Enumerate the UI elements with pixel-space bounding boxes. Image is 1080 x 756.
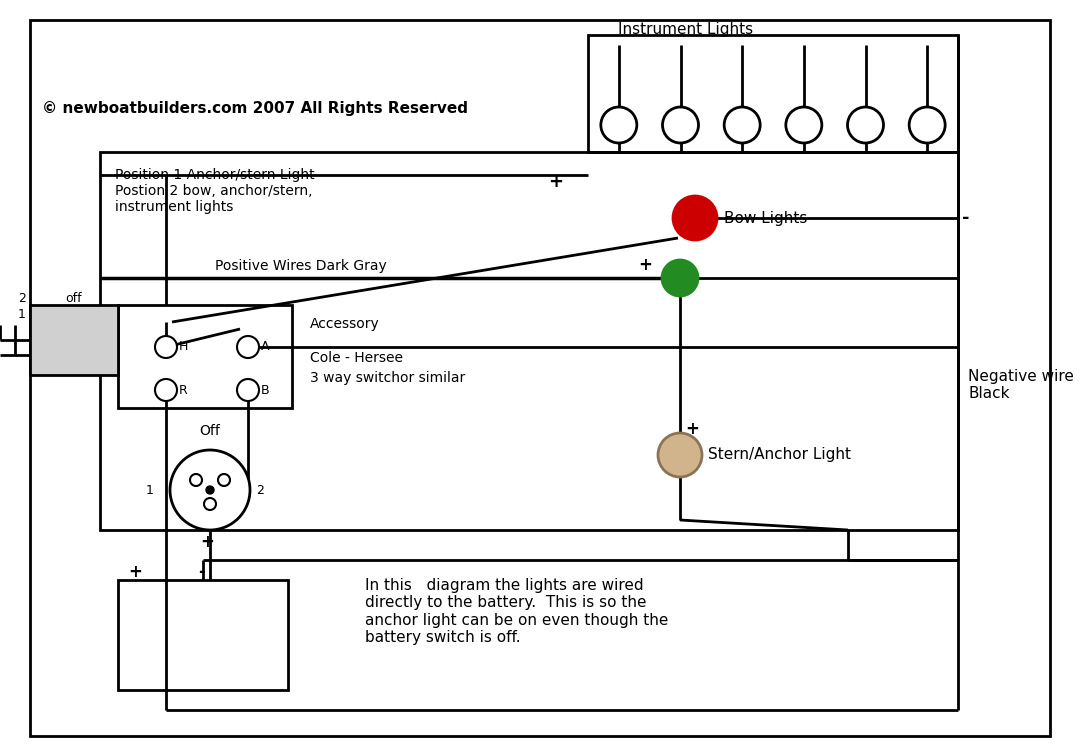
- Text: off: off: [65, 292, 82, 305]
- Circle shape: [725, 107, 760, 143]
- Circle shape: [204, 498, 216, 510]
- Circle shape: [662, 260, 698, 296]
- Text: 2: 2: [18, 292, 26, 305]
- Text: In this   diagram the lights are wired
directly to the battery.  This is so the
: In this diagram the lights are wired dir…: [365, 578, 669, 645]
- Text: or similar: or similar: [400, 371, 465, 385]
- Text: -: -: [198, 563, 205, 581]
- Text: Instrument Lights: Instrument Lights: [618, 22, 753, 37]
- Text: +: +: [200, 533, 214, 551]
- Circle shape: [848, 107, 883, 143]
- Bar: [588, 35, 958, 152]
- Circle shape: [218, 474, 230, 486]
- Text: Stern/Anchor Light: Stern/Anchor Light: [708, 448, 851, 463]
- Text: Accessory: Accessory: [310, 317, 380, 331]
- Circle shape: [673, 196, 717, 240]
- Text: +: +: [548, 173, 563, 191]
- Bar: [118, 305, 292, 408]
- Text: Negative wire
Black: Negative wire Black: [968, 369, 1074, 401]
- Text: 1: 1: [146, 484, 154, 497]
- Text: Off: Off: [200, 424, 220, 438]
- Circle shape: [662, 107, 699, 143]
- Text: Bow Lights: Bow Lights: [724, 210, 808, 225]
- Circle shape: [156, 379, 177, 401]
- Bar: [30, 305, 118, 375]
- Text: A: A: [261, 340, 270, 354]
- Text: Cole - Hersee: Cole - Hersee: [310, 351, 403, 365]
- Text: B: B: [261, 383, 270, 396]
- Text: Position 1 Anchor/stern Light
Postion 2 bow, anchor/stern,
instrument lights: Position 1 Anchor/stern Light Postion 2 …: [114, 168, 314, 215]
- Circle shape: [237, 379, 259, 401]
- Circle shape: [909, 107, 945, 143]
- Text: -: -: [962, 209, 970, 227]
- Text: +: +: [638, 256, 652, 274]
- Circle shape: [206, 486, 214, 494]
- Bar: [100, 152, 958, 530]
- Circle shape: [156, 336, 177, 358]
- Text: Positive Wires Dark Gray: Positive Wires Dark Gray: [215, 259, 387, 273]
- Bar: [118, 580, 288, 690]
- Text: 1: 1: [18, 308, 26, 321]
- Circle shape: [190, 474, 202, 486]
- Text: R: R: [179, 383, 188, 396]
- Circle shape: [170, 450, 249, 530]
- Text: +: +: [685, 420, 699, 438]
- Text: © newboatbuilders.com 2007 All Rights Reserved: © newboatbuilders.com 2007 All Rights Re…: [42, 101, 468, 116]
- Circle shape: [786, 107, 822, 143]
- Text: 2: 2: [256, 484, 264, 497]
- Circle shape: [658, 433, 702, 477]
- Text: H: H: [179, 340, 188, 354]
- Text: 3 way switch: 3 way switch: [310, 371, 400, 385]
- Circle shape: [600, 107, 637, 143]
- Circle shape: [237, 336, 259, 358]
- Text: +: +: [129, 563, 141, 581]
